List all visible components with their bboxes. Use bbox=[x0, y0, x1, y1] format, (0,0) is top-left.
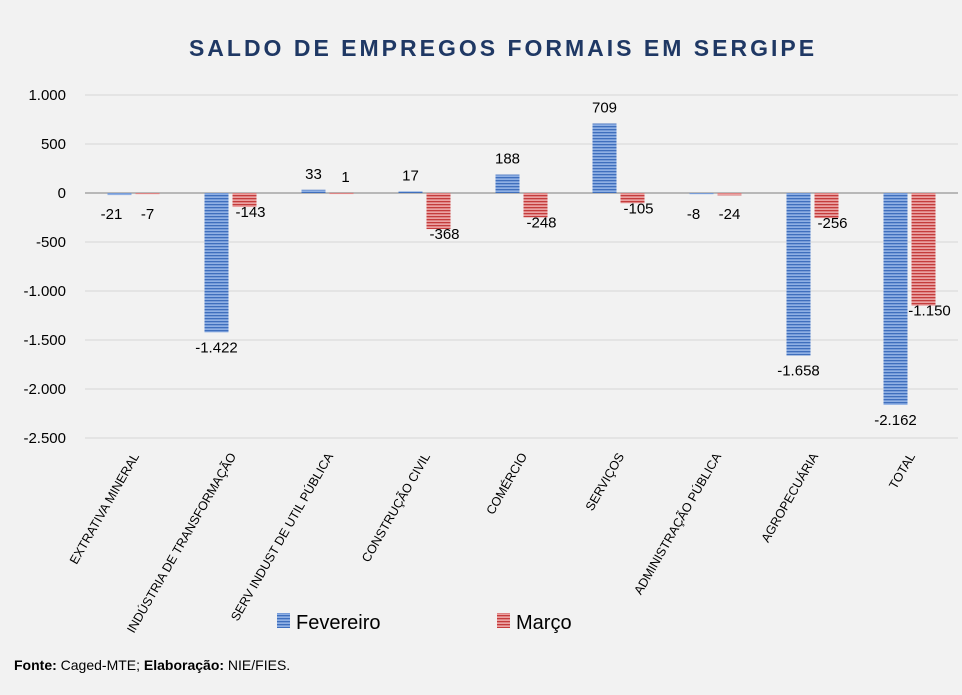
y-tick-label: 0 bbox=[58, 185, 66, 202]
data-labels: -21 -1.422 33 17 188 709 -8 -1.658 -2.162 -7 -143 1… bbox=[101, 100, 951, 429]
y-tick-label: -2.000 bbox=[23, 381, 66, 398]
x-tick-label: CONSTRUÇÃO CIVIL bbox=[359, 450, 433, 564]
source-note: Fonte: Caged-MTE; Elaboração: NIE/FIES. bbox=[14, 657, 290, 673]
data-label: -105 bbox=[623, 200, 653, 217]
legend-swatch bbox=[497, 613, 510, 628]
y-tick-label: 500 bbox=[41, 136, 66, 153]
elaboration-label: Elaboração: bbox=[143, 657, 225, 673]
bar-marco bbox=[329, 192, 354, 195]
data-label: -7 bbox=[141, 206, 154, 223]
bar-fevereiro bbox=[398, 191, 423, 193]
data-label: -1.658 bbox=[777, 362, 820, 379]
legend: Fevereiro Março bbox=[277, 612, 572, 634]
bar-fevereiro bbox=[204, 193, 229, 333]
bar-fevereiro bbox=[592, 123, 617, 193]
data-label: -21 bbox=[101, 206, 123, 223]
x-tick-label: EXTRATIVA MINERAL bbox=[67, 450, 142, 566]
data-label: 1 bbox=[341, 169, 349, 186]
bar-marco bbox=[911, 193, 936, 306]
y-tick-label: -1.500 bbox=[23, 332, 66, 349]
bar-fevereiro bbox=[883, 193, 908, 405]
bar-marco bbox=[523, 193, 548, 218]
data-label: -24 bbox=[719, 206, 741, 223]
bar-fevereiro bbox=[495, 174, 520, 193]
x-tick-label: INDÚSTRIA DE TRANSFORMAÇÃO bbox=[123, 450, 239, 636]
bar-marco bbox=[717, 193, 742, 196]
bar-marco bbox=[135, 193, 160, 195]
x-tick-label: ADMINISTRAÇÃO PÚBLICA bbox=[631, 449, 725, 597]
chart-title: SALDO DE EMPREGOS FORMAIS EM SERGIPE bbox=[189, 35, 817, 61]
data-label: 17 bbox=[402, 167, 419, 184]
elaboration-value: NIE/FIES. bbox=[224, 657, 291, 673]
data-label: -248 bbox=[526, 214, 556, 231]
bar-fevereiro bbox=[301, 189, 326, 193]
data-label: -8 bbox=[687, 206, 700, 223]
bar-fevereiro bbox=[107, 193, 132, 196]
y-tick-label: -500 bbox=[36, 234, 66, 251]
data-label: -2.162 bbox=[874, 412, 917, 429]
y-tick-label: -1.000 bbox=[23, 283, 66, 300]
data-label: 709 bbox=[592, 100, 617, 117]
data-label: 33 bbox=[305, 166, 322, 183]
y-axis: 1.000 500 0 -500 -1.000 -1.500 -2.000 -2.500 bbox=[23, 87, 66, 447]
data-label: -256 bbox=[817, 215, 847, 232]
bar-marco bbox=[620, 193, 645, 204]
x-tick-label: COMÉRCIO bbox=[483, 450, 531, 517]
legend-swatch bbox=[277, 613, 290, 628]
legend-label: Março bbox=[516, 612, 572, 634]
legend-label: Fevereiro bbox=[296, 612, 380, 634]
y-tick-label: -2.500 bbox=[23, 430, 66, 447]
bar-marco bbox=[426, 193, 451, 230]
source-value: Caged-MTE; bbox=[56, 657, 144, 673]
data-label: -1.150 bbox=[908, 303, 951, 320]
y-tick-label: 1.000 bbox=[28, 87, 66, 104]
bars bbox=[107, 123, 936, 405]
bar-marco bbox=[814, 193, 839, 219]
data-label: -143 bbox=[235, 204, 265, 221]
data-label: 188 bbox=[495, 151, 520, 168]
data-label: -1.422 bbox=[195, 339, 238, 356]
x-tick-label: SERVIÇOS bbox=[583, 451, 627, 514]
bar-marco bbox=[232, 193, 257, 208]
x-tick-label: SERV INDUST DE UTIL PÚBLICA bbox=[227, 449, 336, 623]
data-label: -368 bbox=[429, 226, 459, 243]
bar-fevereiro bbox=[689, 193, 714, 195]
x-tick-label: TOTAL bbox=[886, 450, 918, 491]
bar-fevereiro bbox=[786, 193, 811, 356]
source-label: Fonte: bbox=[14, 657, 57, 673]
x-tick-label: AGROPECUÁRIA bbox=[758, 449, 822, 544]
gridlines bbox=[85, 94, 958, 439]
